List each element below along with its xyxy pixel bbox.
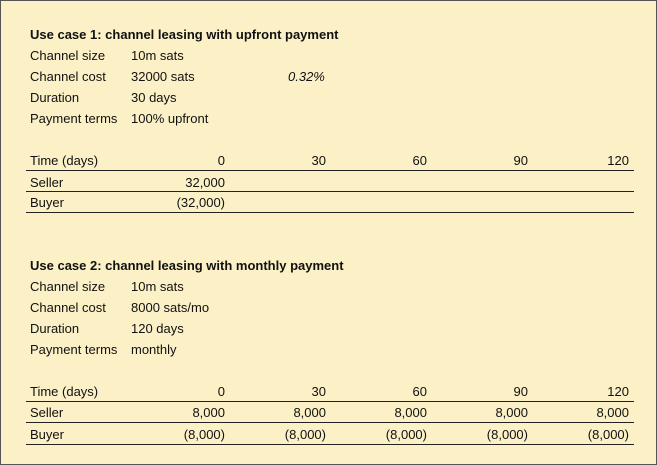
- case2-label-channel-size: Channel size: [30, 279, 106, 294]
- case1-buyer-label: Buyer: [30, 195, 64, 210]
- case1-time-90: 90: [513, 153, 528, 168]
- case2-seller-cell: 8,000: [495, 405, 528, 420]
- case1-rule-1: [26, 170, 634, 171]
- case2-time-90: 90: [513, 384, 528, 399]
- case1-rule-3: [26, 212, 634, 213]
- case1-label-channel-cost: Channel cost: [30, 69, 106, 84]
- case2-label-payment-terms: Payment terms: [30, 342, 118, 357]
- case1-time-header-label: Time (days): [30, 153, 99, 168]
- case2-value-channel-size: 10m sats: [131, 279, 184, 294]
- case2-buyer-cell: (8,000): [587, 427, 629, 442]
- case2-label-channel-cost: Channel cost: [30, 300, 106, 315]
- case1-time-120: 120: [607, 153, 629, 168]
- case1-seller-label: Seller: [30, 175, 64, 190]
- case2-buyer-label: Buyer: [30, 427, 64, 442]
- case2-seller-cell: 8,000: [293, 405, 326, 420]
- case2-time-120: 120: [607, 384, 629, 399]
- case1-cost-percent: 0.32%: [288, 69, 325, 84]
- case2-time-0: 0: [217, 384, 225, 399]
- case1-buyer-cell: (32,000): [176, 195, 225, 210]
- case2-value-payment-terms: monthly: [131, 342, 177, 357]
- case2-rule-2: [26, 422, 634, 423]
- case1-seller-cell: 32,000: [185, 175, 225, 190]
- case2-seller-cell: 8,000: [192, 405, 225, 420]
- case1-title: Use case 1: channel leasing with upfront…: [30, 27, 339, 42]
- case1-time-30: 30: [311, 153, 326, 168]
- case1-value-channel-cost: 32000 sats: [131, 69, 195, 84]
- case2-value-channel-cost: 8000 sats/mo: [131, 300, 210, 315]
- case1-rule-2: [26, 191, 634, 192]
- case2-buyer-cell: (8,000): [486, 427, 528, 442]
- case2-title: Use case 2: channel leasing with monthly…: [30, 258, 344, 273]
- case1-time-0: 0: [217, 153, 225, 168]
- case2-seller-cell: 8,000: [596, 405, 629, 420]
- case1-label-payment-terms: Payment terms: [30, 111, 118, 126]
- case2-seller-cell: 8,000: [394, 405, 427, 420]
- case2-buyer-cell: (8,000): [183, 427, 225, 442]
- case2-label-duration: Duration: [30, 321, 80, 336]
- case1-time-60: 60: [412, 153, 427, 168]
- case1-label-duration: Duration: [30, 90, 80, 105]
- case2-buyer-cell: (8,000): [284, 427, 326, 442]
- case2-buyer-cell: (8,000): [385, 427, 427, 442]
- case1-value-channel-size: 10m sats: [131, 48, 184, 63]
- case2-time-60: 60: [412, 384, 427, 399]
- case1-value-duration: 30 days: [131, 90, 177, 105]
- case2-time-header-label: Time (days): [30, 384, 99, 399]
- case2-rule-3: [26, 444, 634, 445]
- case2-value-duration: 120 days: [131, 321, 184, 336]
- case2-rule-1: [26, 401, 634, 402]
- case1-label-channel-size: Channel size: [30, 48, 106, 63]
- case1-value-payment-terms: 100% upfront: [131, 111, 209, 126]
- case2-time-30: 30: [311, 384, 326, 399]
- case2-seller-label: Seller: [30, 405, 64, 420]
